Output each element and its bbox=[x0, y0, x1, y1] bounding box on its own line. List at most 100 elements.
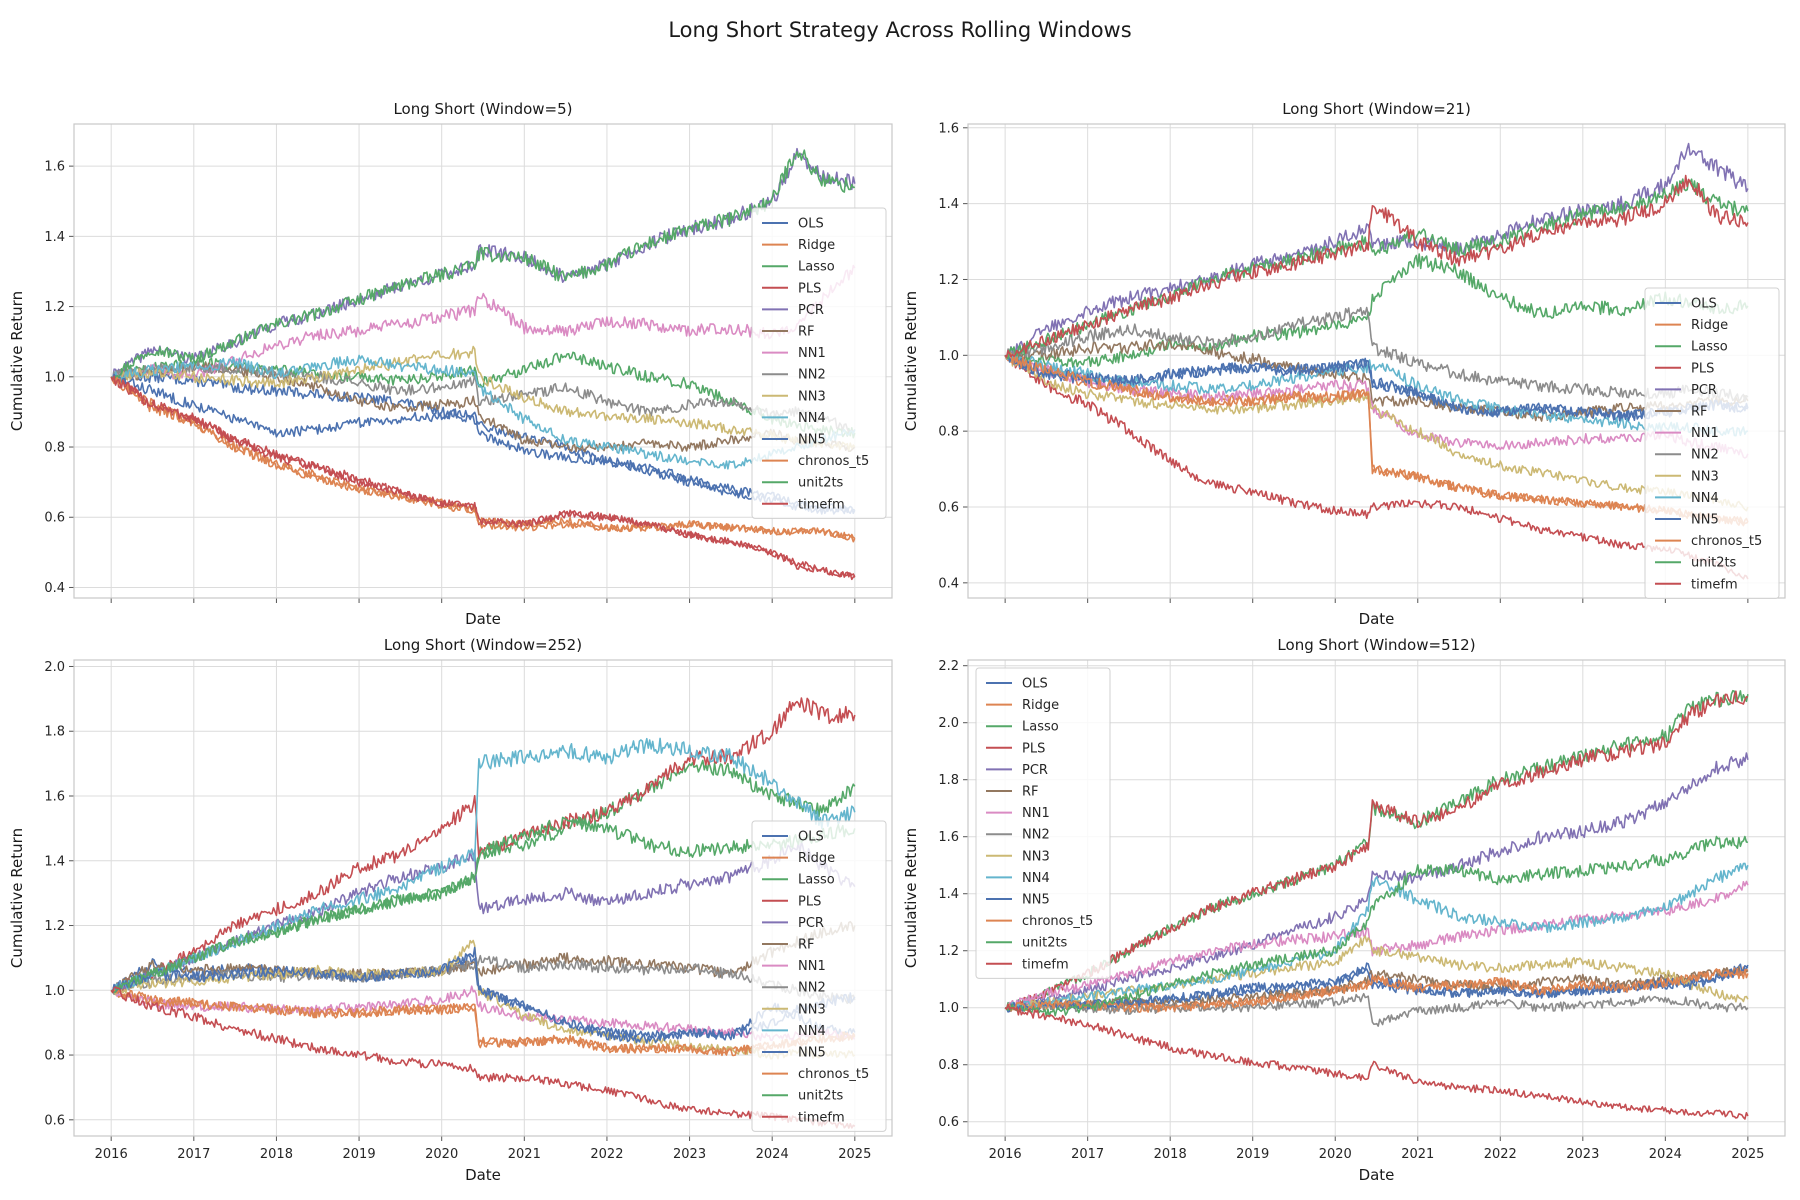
legend-label: OLS bbox=[1691, 297, 1717, 312]
figure-title: Long Short Strategy Across Rolling Windo… bbox=[668, 18, 1132, 42]
x-tick-label: 2024 bbox=[1649, 1147, 1682, 1162]
y-tick-label: 1.0 bbox=[44, 984, 65, 999]
legend-label: RF bbox=[1022, 785, 1039, 800]
legend-label: chronos_t5 bbox=[1691, 534, 1762, 549]
series-line-pcr bbox=[1004, 142, 1749, 360]
legend-label: NN3 bbox=[798, 389, 826, 404]
series-line-nn3 bbox=[110, 345, 856, 451]
series-line-timefm bbox=[110, 375, 856, 578]
series-line-pls bbox=[1004, 690, 1749, 1011]
series-line-nn2 bbox=[110, 360, 856, 433]
panel-title: Long Short (Window=21) bbox=[1282, 100, 1471, 118]
series-line-chronos_t5 bbox=[110, 989, 856, 1057]
y-tick-label: 1.4 bbox=[44, 230, 65, 245]
legend-label: unit2ts bbox=[1022, 936, 1068, 951]
x-tick-label: 2023 bbox=[1566, 1147, 1599, 1162]
y-tick-label: 0.8 bbox=[44, 1049, 65, 1064]
x-tick-label: 2021 bbox=[1401, 1147, 1434, 1162]
series-line-nn2 bbox=[1004, 306, 1749, 403]
legend-label: NN4 bbox=[798, 411, 826, 426]
x-tick-label: 2019 bbox=[1236, 1147, 1269, 1162]
y-tick-label: 1.6 bbox=[44, 160, 65, 175]
x-axis-label: Date bbox=[465, 610, 501, 628]
series-line-nn5 bbox=[1004, 351, 1749, 422]
legend-label: Ridge bbox=[798, 238, 835, 253]
y-tick-label: 1.0 bbox=[44, 370, 65, 385]
series-group bbox=[1004, 142, 1749, 580]
series-line-nn5 bbox=[110, 373, 856, 515]
x-tick-label: 2022 bbox=[590, 1147, 623, 1162]
series-line-unit2ts bbox=[110, 816, 856, 993]
series-line-ols bbox=[110, 370, 856, 515]
legend-label: NN5 bbox=[1691, 513, 1719, 528]
legend-label: Ridge bbox=[1022, 698, 1059, 713]
panel-title: Long Short (Window=512) bbox=[1277, 636, 1475, 654]
series-line-unit2ts bbox=[110, 149, 855, 381]
legend-label: timefm bbox=[798, 497, 845, 512]
legend-label: PCR bbox=[1691, 383, 1717, 398]
legend-label: NN2 bbox=[1022, 828, 1050, 843]
x-tick-label: 2022 bbox=[1484, 1147, 1517, 1162]
legend-box bbox=[975, 667, 1111, 979]
legend-label: RF bbox=[798, 325, 815, 340]
y-tick-label: 0.6 bbox=[44, 1113, 65, 1128]
legend-label: RF bbox=[1691, 405, 1708, 420]
legend-label: timefm bbox=[1022, 957, 1069, 972]
series-line-chronos_t5 bbox=[1004, 351, 1749, 526]
y-tick-label: 1.8 bbox=[938, 773, 959, 788]
legend-label: timefm bbox=[1691, 577, 1738, 592]
y-axis-label: Cumulative Return bbox=[902, 828, 920, 968]
series-line-lasso bbox=[1004, 253, 1749, 368]
x-tick-label: 2017 bbox=[177, 1147, 210, 1162]
legend-label: OLS bbox=[1022, 677, 1048, 692]
legend-label: Ridge bbox=[1691, 318, 1728, 333]
x-tick-label: 2025 bbox=[838, 1147, 871, 1162]
x-tick-label: 2021 bbox=[508, 1147, 541, 1162]
legend-label: NN4 bbox=[1022, 871, 1050, 886]
x-tick-label: 2016 bbox=[989, 1147, 1022, 1162]
series-line-timefm bbox=[1004, 1003, 1749, 1120]
y-tick-label: 0.8 bbox=[938, 1058, 959, 1073]
legend-label: PLS bbox=[798, 281, 821, 296]
x-tick-label: 2023 bbox=[673, 1147, 706, 1162]
legend-label: NN1 bbox=[798, 959, 826, 974]
legend-label: PCR bbox=[1022, 763, 1048, 778]
y-tick-label: 0.8 bbox=[938, 425, 959, 440]
legend-label: NN3 bbox=[1022, 849, 1050, 864]
x-axis-label: Date bbox=[1359, 610, 1395, 628]
x-tick-label: 2024 bbox=[756, 1147, 789, 1162]
panel-title: Long Short (Window=252) bbox=[384, 636, 582, 654]
legend-box bbox=[1644, 287, 1780, 599]
legend-label: unit2ts bbox=[798, 1089, 844, 1104]
panel-title: Long Short (Window=5) bbox=[393, 100, 572, 118]
y-tick-label: 1.2 bbox=[44, 300, 65, 315]
legend-label: Ridge bbox=[798, 851, 835, 866]
axes-frame bbox=[967, 659, 1786, 1137]
series-line-lasso bbox=[110, 759, 856, 994]
y-tick-label: 0.4 bbox=[938, 576, 959, 591]
series-group bbox=[110, 147, 856, 581]
y-tick-label: 1.4 bbox=[938, 887, 959, 902]
y-tick-label: 1.6 bbox=[938, 830, 959, 845]
series-line-nn3 bbox=[1004, 353, 1749, 512]
legend-label: unit2ts bbox=[1691, 556, 1737, 571]
legend: OLS Ridge Lasso PLS PCR RF NN1 NN2 NN3 NN4 NN5 chro… bbox=[975, 667, 1111, 979]
panel-3: 2016 2017 2018 2019 2020 2021 2022 2023 2024 2025… bbox=[8, 636, 893, 1184]
legend-label: PCR bbox=[798, 916, 824, 931]
axes-frame bbox=[967, 123, 1786, 599]
series-line-nn2 bbox=[1004, 992, 1749, 1027]
legend: OLS Ridge Lasso PLS PCR RF NN1 NN2 NN3 NN4 NN5 chro… bbox=[751, 820, 887, 1132]
series-line-ridge bbox=[110, 376, 856, 540]
legend-label: Lasso bbox=[1022, 720, 1059, 735]
x-tick-label: 2025 bbox=[1731, 1147, 1764, 1162]
y-axis-label: Cumulative Return bbox=[8, 828, 26, 968]
y-tick-label: 2.0 bbox=[44, 660, 65, 675]
legend-label: OLS bbox=[798, 830, 824, 845]
series-line-nn4 bbox=[110, 354, 856, 470]
legend-label: OLS bbox=[798, 217, 824, 232]
x-tick-label: 2019 bbox=[343, 1147, 376, 1162]
y-tick-label: 0.6 bbox=[938, 500, 959, 515]
x-tick-label: 2016 bbox=[95, 1147, 128, 1162]
